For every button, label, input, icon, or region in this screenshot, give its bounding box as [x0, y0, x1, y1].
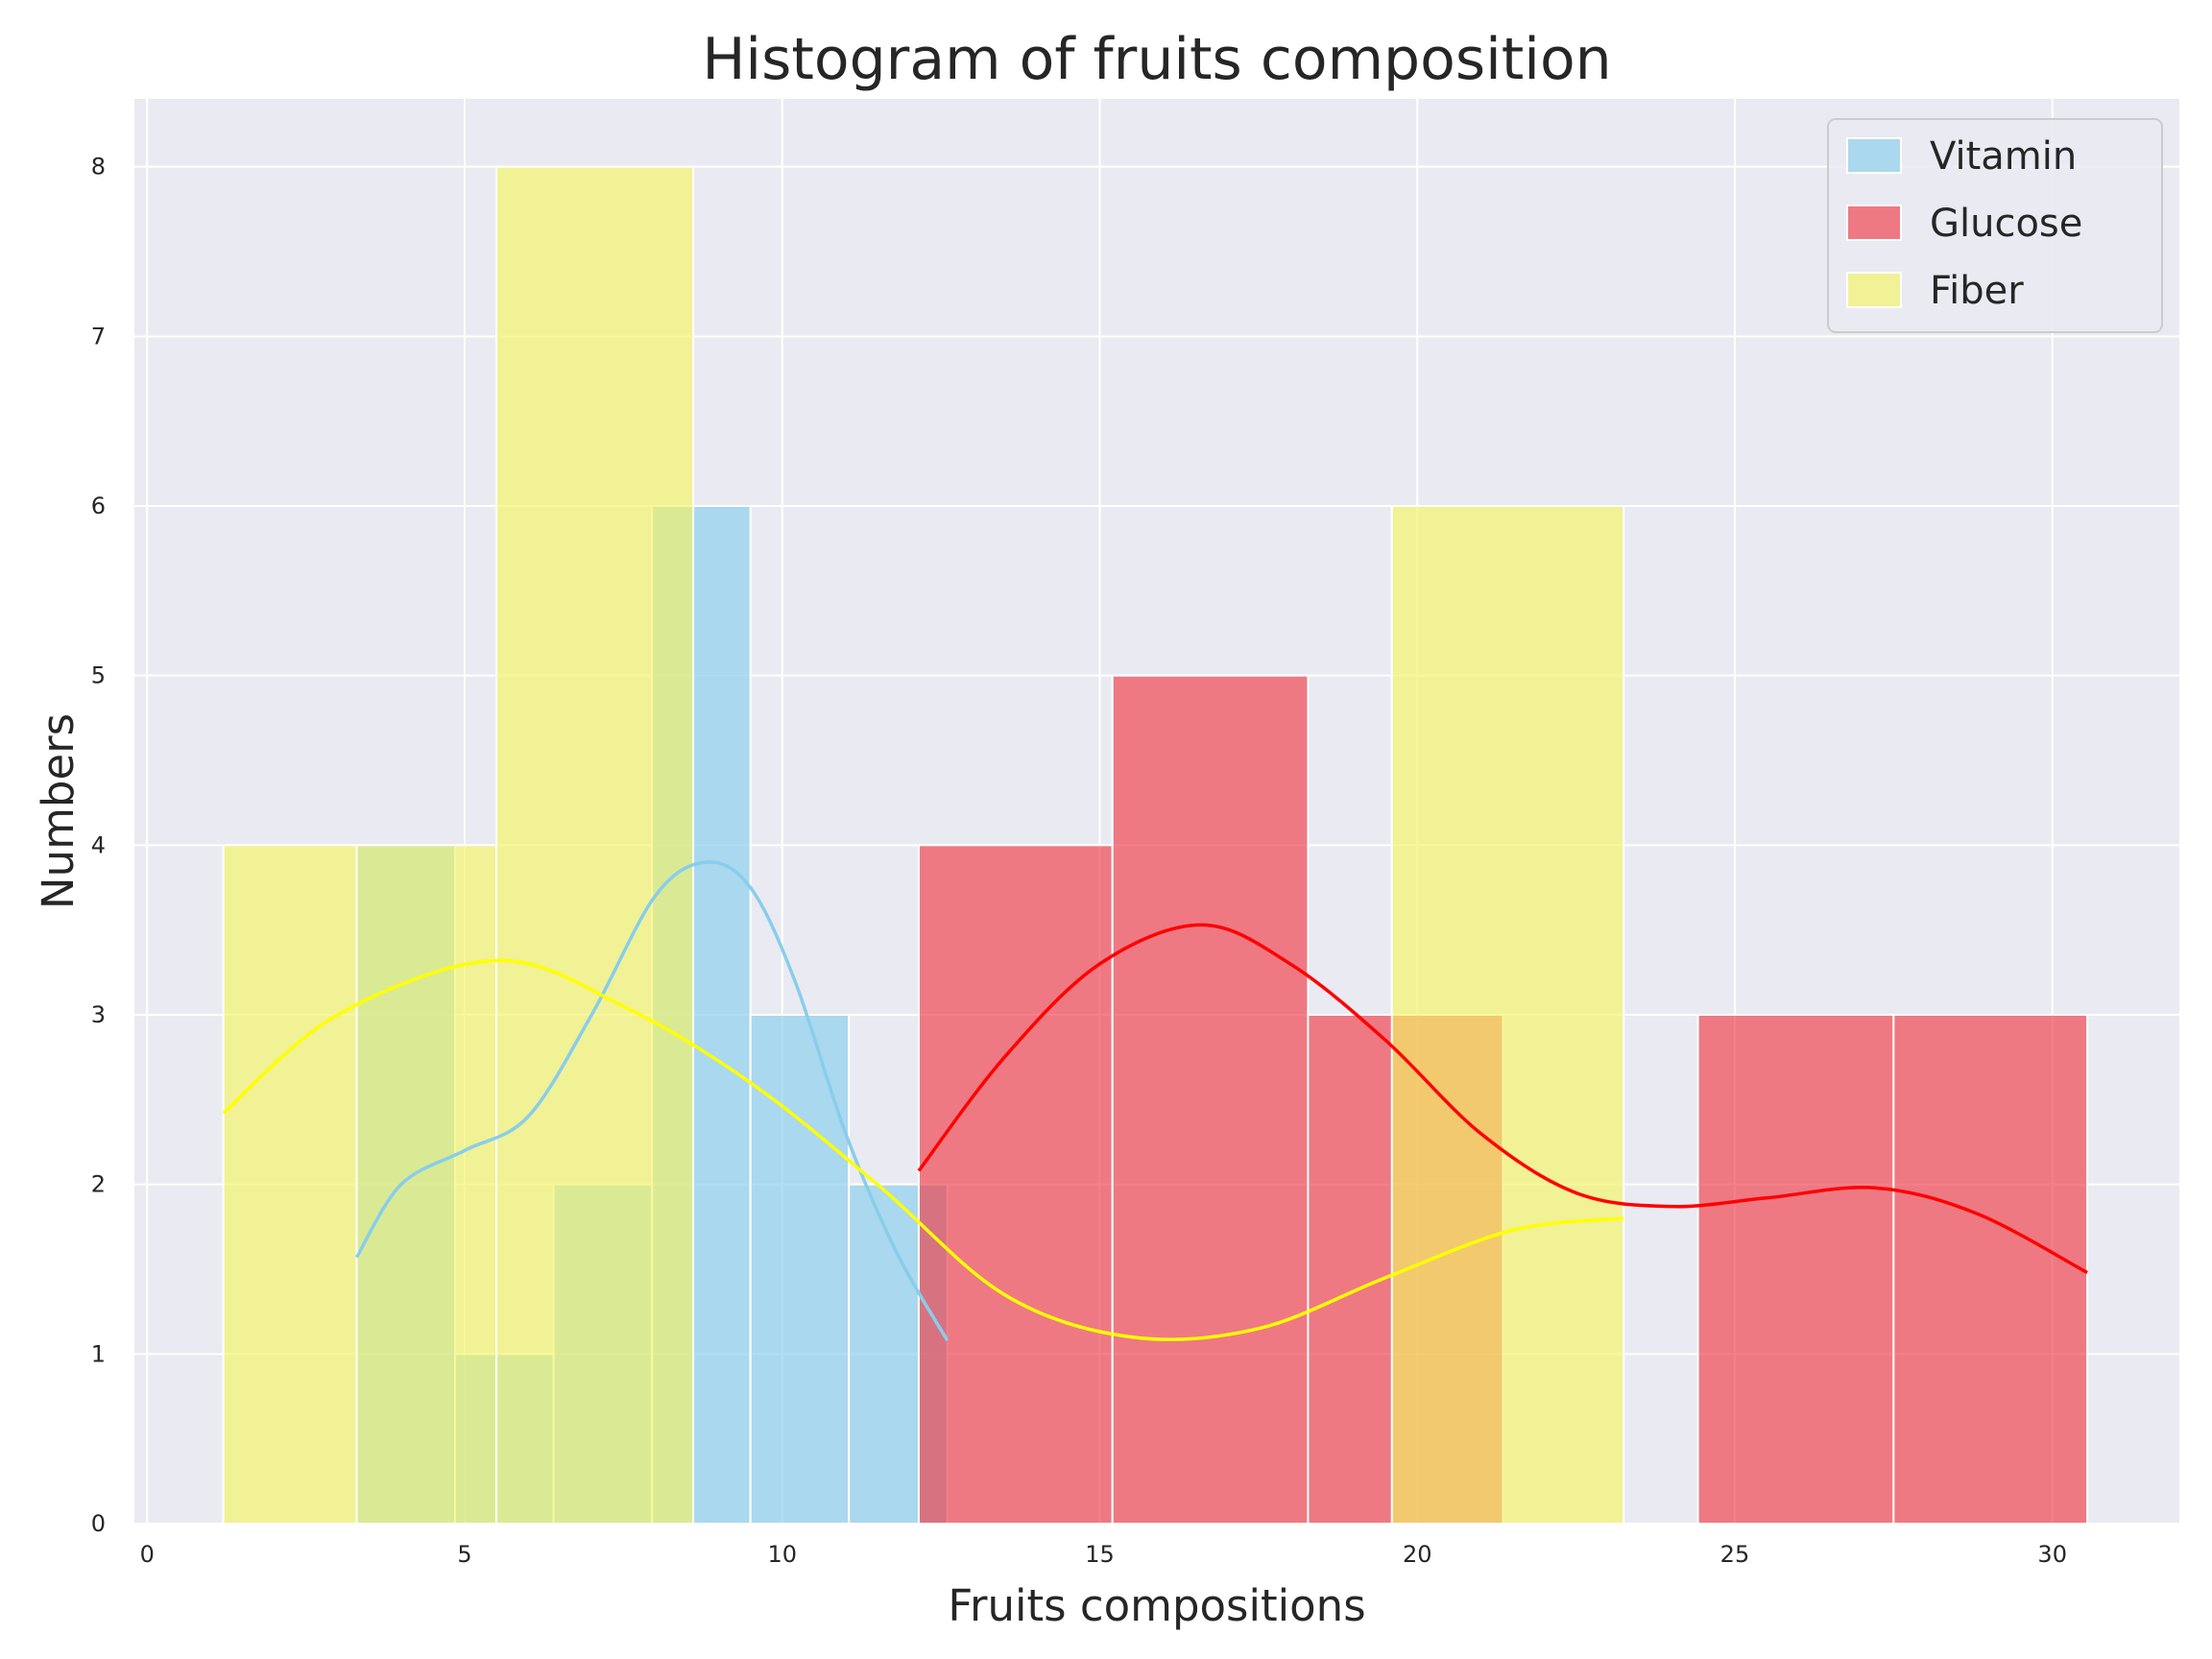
y-tick-label: 8: [91, 154, 106, 180]
legend-box: [1827, 118, 2163, 333]
legend-label-fiber: Fiber: [1930, 269, 2024, 313]
chart-title: Histogram of fruits composition: [702, 26, 1611, 93]
series-fiber: [222, 165, 1625, 1526]
bar-fiber: [222, 844, 358, 1525]
y-tick-label: 1: [91, 1340, 106, 1367]
y-tick-label: 7: [91, 323, 106, 349]
y-tick-label: 2: [91, 1171, 106, 1198]
x-tick-label: 20: [1403, 1541, 1432, 1568]
legend-label-vitamin: Vitamin: [1930, 134, 2077, 179]
bar-vitamin: [749, 1014, 851, 1525]
kde-line-fiber: [222, 958, 1624, 1342]
y-tick-label: 5: [91, 662, 106, 689]
bar-fiber: [495, 165, 695, 1526]
x-tick-label: 10: [767, 1541, 797, 1568]
bar-glucose: [917, 844, 1114, 1525]
tick-labels: 0 5 10 15 20 25 30 0 1 2 3 4 5 6 7 8: [91, 154, 2067, 1568]
histogram-bars: [222, 165, 2089, 1526]
legend-swatch-glucose: [1846, 204, 1902, 241]
x-tick-label: 0: [140, 1541, 155, 1568]
kde-lines: [222, 860, 2088, 1342]
x-axis-label: Fruits compositions: [948, 1580, 1365, 1631]
legend: Vitamin Glucose Fiber: [1827, 118, 2163, 333]
y-tick-label: 3: [91, 1001, 106, 1028]
y-tick-label: 4: [91, 831, 106, 858]
x-tick-label: 5: [457, 1541, 471, 1568]
legend-label-glucose: Glucose: [1930, 202, 2082, 246]
y-axis-label: Numbers: [33, 713, 84, 909]
x-tick-label: 25: [1720, 1541, 1750, 1568]
y-tick-label: 0: [91, 1510, 106, 1537]
legend-swatch-vitamin: [1846, 137, 1902, 174]
kde-line-glucose: [917, 923, 2088, 1275]
y-tick-label: 6: [91, 493, 106, 519]
bar-glucose: [1892, 1014, 2089, 1525]
bar-glucose: [1696, 1014, 1895, 1525]
bar-fiber: [1390, 505, 1625, 1525]
bar-fiber: [355, 844, 498, 1525]
x-tick-label: 15: [1085, 1541, 1115, 1568]
x-tick-label: 30: [2037, 1541, 2067, 1568]
legend-swatch-fiber: [1846, 272, 1902, 308]
bar-glucose: [1111, 674, 1310, 1525]
